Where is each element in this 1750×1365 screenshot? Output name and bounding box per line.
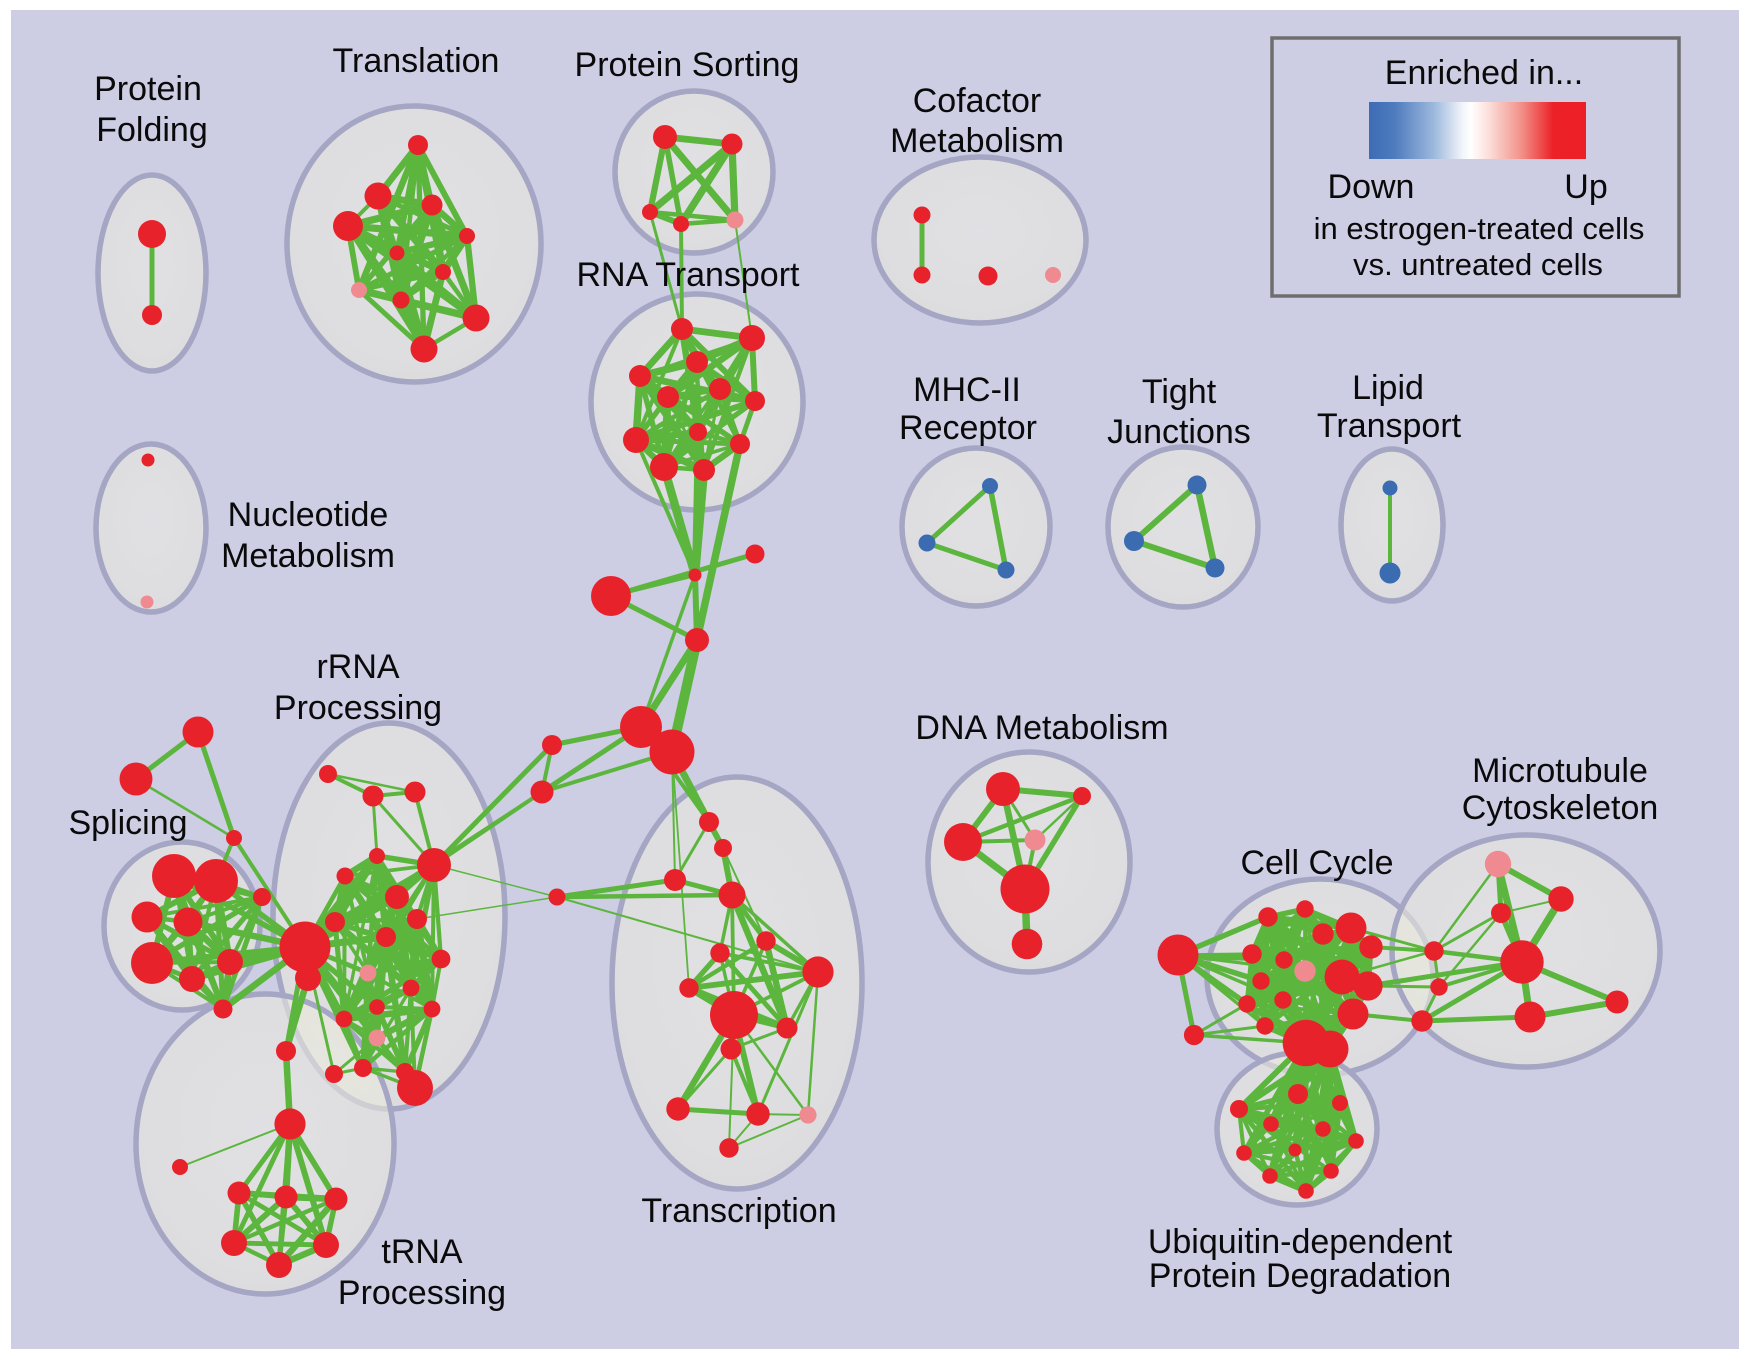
svg-text:Down: Down: [1328, 168, 1415, 206]
svg-text:Cell Cycle: Cell Cycle: [1240, 844, 1393, 882]
svg-text:rRNA: rRNA: [316, 648, 399, 686]
svg-text:Metabolism: Metabolism: [221, 537, 395, 575]
svg-text:Metabolism: Metabolism: [890, 122, 1064, 160]
svg-text:Enriched in...: Enriched in...: [1385, 54, 1583, 92]
svg-text:tRNA: tRNA: [381, 1233, 463, 1271]
svg-text:Cytoskeleton: Cytoskeleton: [1462, 789, 1659, 827]
svg-text:Splicing: Splicing: [68, 804, 187, 842]
svg-text:Folding: Folding: [96, 111, 208, 149]
svg-text:Microtubule: Microtubule: [1472, 752, 1648, 790]
svg-text:Protein Degradation: Protein Degradation: [1149, 1257, 1451, 1295]
svg-text:Processing: Processing: [274, 689, 442, 727]
svg-text:DNA Metabolism: DNA Metabolism: [915, 709, 1168, 747]
svg-text:Nucleotide: Nucleotide: [228, 496, 389, 534]
svg-text:vs. untreated cells: vs. untreated cells: [1353, 247, 1603, 282]
svg-text:in estrogen-treated cells: in estrogen-treated cells: [1314, 211, 1645, 246]
svg-text:Ubiquitin-dependent: Ubiquitin-dependent: [1148, 1223, 1453, 1261]
svg-text:Transcription: Transcription: [641, 1192, 836, 1230]
svg-text:Transport: Transport: [1317, 407, 1462, 445]
svg-text:Translation: Translation: [333, 42, 500, 80]
svg-text:Cofactor: Cofactor: [913, 82, 1042, 120]
svg-text:Up: Up: [1564, 168, 1607, 206]
svg-text:Receptor: Receptor: [899, 409, 1037, 447]
svg-text:Tight: Tight: [1142, 373, 1217, 411]
svg-text:Junctions: Junctions: [1107, 413, 1251, 451]
svg-text:Protein Sorting: Protein Sorting: [575, 46, 800, 84]
svg-text:MHC-II: MHC-II: [913, 371, 1021, 409]
svg-text:Lipid: Lipid: [1352, 369, 1424, 407]
svg-text:RNA Transport: RNA Transport: [577, 256, 801, 294]
svg-text:Protein: Protein: [94, 70, 202, 108]
svg-text:Processing: Processing: [338, 1274, 506, 1312]
